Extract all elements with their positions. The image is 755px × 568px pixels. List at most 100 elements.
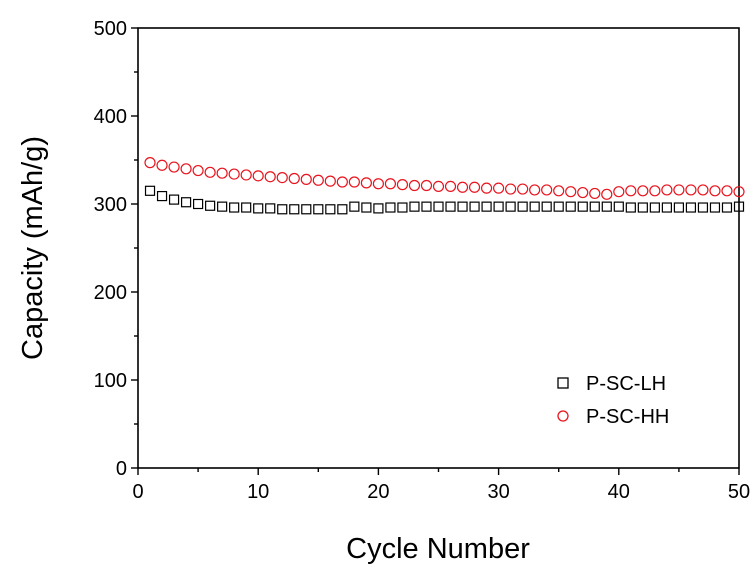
x-tick-label: 20: [367, 481, 389, 503]
y-axis-title: Capacity (mAh/g): [17, 136, 49, 360]
data-point: [661, 184, 673, 196]
data-point: [697, 184, 709, 196]
data-point: [216, 167, 228, 179]
data-point: [721, 185, 733, 197]
data-point: [433, 201, 444, 212]
data-point: [649, 202, 660, 213]
y-tick-label: 100: [94, 370, 127, 392]
data-point: [300, 173, 312, 185]
x-tick-label: 30: [487, 481, 509, 503]
data-point: [228, 168, 240, 180]
data-point: [661, 202, 672, 213]
series-p-sc-hh: [144, 157, 745, 200]
data-point: [517, 201, 528, 212]
data-point: [144, 185, 156, 196]
data-point: [565, 186, 577, 198]
data-point: [156, 190, 168, 202]
data-point: [673, 202, 685, 213]
data-point: [277, 204, 288, 215]
data-point: [420, 179, 433, 192]
x-tick-label: 10: [247, 481, 269, 503]
data-point: [589, 201, 600, 212]
data-point: [384, 178, 397, 190]
data-point: [312, 174, 324, 186]
data-point: [553, 201, 564, 212]
data-point: [613, 186, 625, 198]
legend-label-p-sc-lh: P-SC-LH: [586, 373, 666, 395]
data-point: [324, 175, 336, 187]
data-point: [625, 202, 636, 213]
data-point: [456, 181, 469, 193]
data-point: [697, 202, 709, 213]
x-tick-label: 0: [132, 481, 143, 503]
data-point: [541, 201, 552, 212]
data-point: [240, 169, 252, 181]
data-point: [529, 201, 540, 212]
data-point: [733, 201, 745, 212]
data-point: [397, 202, 408, 213]
data-point: [193, 198, 204, 210]
data-point: [529, 184, 541, 196]
legend-label-p-sc-hh: P-SC-HH: [586, 406, 669, 428]
data-point: [385, 202, 396, 213]
data-point: [325, 204, 336, 215]
data-point: [289, 204, 300, 215]
legend-marker-p-sc-hh: [557, 410, 569, 422]
data-point: [480, 182, 493, 194]
data-point: [685, 202, 697, 213]
data-point: [589, 187, 601, 200]
axis-ticks: [131, 27, 740, 475]
plot-area-border: [137, 27, 740, 469]
data-point: [625, 185, 637, 197]
data-point: [481, 201, 492, 212]
data-point: [601, 188, 613, 200]
data-point: [601, 201, 612, 212]
data-point: [613, 201, 624, 212]
data-point: [421, 201, 432, 212]
y-tick-label: 200: [94, 282, 127, 304]
data-point: [373, 203, 384, 214]
data-point: [180, 163, 192, 175]
data-point: [168, 194, 180, 205]
data-point: [685, 184, 697, 196]
data-point: [180, 197, 192, 208]
x-axis-title: Cycle Number: [346, 533, 530, 565]
data-point: [553, 185, 565, 197]
data-point: [733, 186, 745, 198]
y-tick-label: 0: [116, 458, 127, 480]
y-tick-label: 400: [94, 106, 127, 128]
data-point: [709, 202, 721, 213]
data-point: [445, 201, 456, 212]
data-point: [360, 177, 372, 189]
data-point: [252, 170, 264, 182]
data-point: [673, 184, 685, 196]
data-point: [229, 202, 240, 213]
y-tick-label: 500: [94, 18, 127, 40]
data-point: [408, 179, 421, 192]
y-tick-labels: 0 100 200 300 400 500: [94, 18, 127, 480]
data-point: [276, 172, 288, 184]
data-point: [192, 164, 204, 177]
data-point: [372, 178, 384, 190]
legend: P-SC-LH P-SC-HH: [557, 373, 669, 428]
data-point: [432, 180, 445, 192]
x-tick-label: 40: [608, 481, 630, 503]
data-point: [649, 185, 661, 197]
x-tick-labels: 0 10 20 30 40 50: [132, 481, 750, 503]
data-point: [505, 201, 516, 212]
series-p-sc-lh: [144, 185, 745, 215]
data-point: [468, 181, 481, 193]
x-tick-label: 50: [728, 481, 750, 503]
data-point: [265, 203, 276, 214]
data-point: [505, 183, 517, 195]
plot-frame: [137, 27, 740, 469]
data-point: [493, 201, 504, 212]
data-point: [577, 201, 588, 212]
data-point: [361, 202, 372, 213]
data-point: [577, 186, 589, 199]
data-point: [301, 204, 312, 215]
data-point: [721, 202, 733, 213]
data-point: [637, 202, 648, 213]
data-point: [565, 201, 576, 212]
